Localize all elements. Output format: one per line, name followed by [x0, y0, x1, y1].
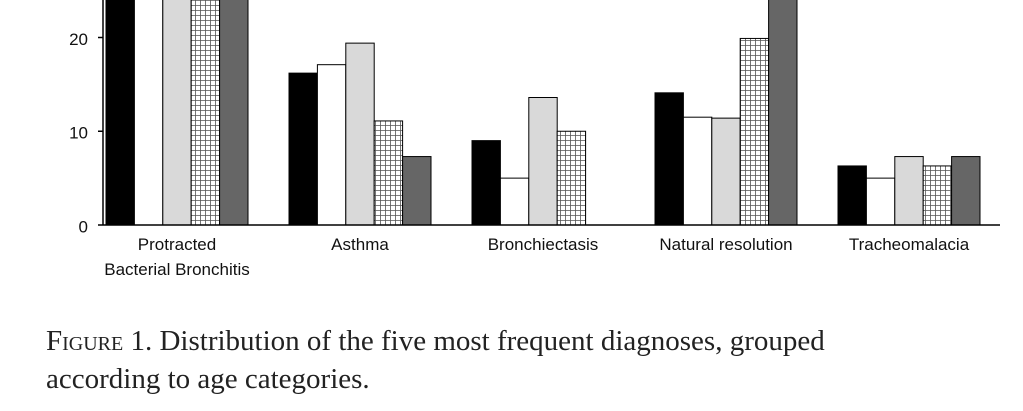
- bar: [499, 177, 530, 226]
- bar: [556, 130, 587, 226]
- x-tick-label: Bronchiectasis: [487, 235, 599, 254]
- x-tick-label: Protracted Bacterial Bronchitis: [104, 235, 250, 279]
- x-tick-label: Natural resolution: [659, 235, 793, 254]
- bar: [711, 117, 741, 226]
- bar: [528, 97, 558, 226]
- bar: [894, 156, 924, 226]
- bar: [471, 140, 501, 226]
- caption-line: according to age categories.: [46, 363, 370, 395]
- bar: [316, 64, 347, 226]
- bars: [105, 0, 981, 226]
- bar: [133, 0, 164, 226]
- x-tick-label: Tracheomalacia: [848, 235, 970, 254]
- y-tick-label: 10: [69, 124, 88, 143]
- bar: [373, 120, 404, 226]
- bar: [219, 0, 249, 226]
- bar: [288, 72, 318, 226]
- bar: [922, 165, 953, 226]
- bar: [402, 156, 432, 226]
- bar: [768, 0, 798, 226]
- y-tick-label: 0: [79, 217, 88, 236]
- bar: [345, 42, 375, 226]
- bar: [162, 0, 192, 226]
- bar: [739, 37, 770, 226]
- caption-line: Figure 1. Distribution of the five most …: [46, 322, 825, 360]
- bar: [837, 165, 867, 226]
- caption: Figure 1. Distribution of the five most …: [46, 322, 825, 398]
- bar: [951, 156, 981, 226]
- bar: [105, 0, 135, 226]
- bar: [654, 92, 684, 226]
- bar: [865, 177, 896, 226]
- caption-label: Figure 1.: [46, 325, 153, 357]
- caption-text: Distribution of the five most frequent d…: [159, 325, 825, 357]
- bar: [190, 0, 221, 226]
- bar: [682, 116, 713, 226]
- y-tick-label: 20: [69, 30, 88, 49]
- x-tick-label: Asthma: [331, 235, 389, 254]
